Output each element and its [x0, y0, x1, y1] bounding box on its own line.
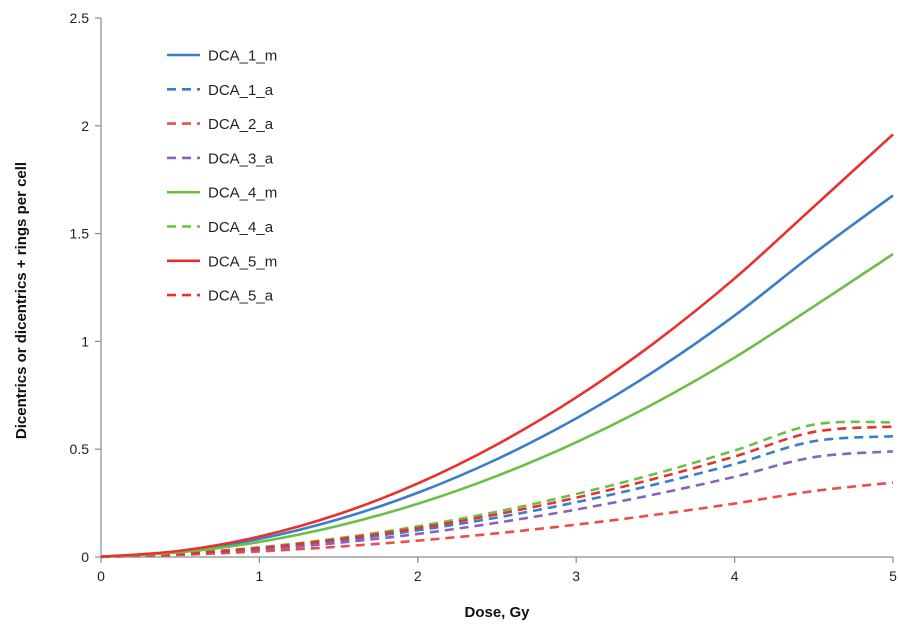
x-tick-label: 5 [889, 568, 897, 584]
legend-label: DCA_2_a [208, 116, 274, 133]
y-axis-title: Dicentrics or dicentrics + rings per cel… [13, 162, 30, 439]
x-tick-label: 3 [572, 568, 580, 584]
series-lines [100, 133, 894, 559]
x-tick-label: 4 [731, 568, 739, 584]
series-line-dca-2-a [100, 481, 894, 559]
y-tick-label: 0 [81, 549, 89, 565]
legend-label: DCA_4_m [208, 185, 277, 202]
series-line-dca-4-a [100, 420, 894, 559]
plot-area: 0 1 2 3 4 5 0 0.5 1 1.5 2 2.5 [70, 10, 898, 584]
y-tick-label: 1 [81, 333, 89, 349]
series-line-dca-3-a [100, 450, 894, 559]
legend: DCA_1_m DCA_1_a DCA_2_a DCA_3_a DCA_4_m DCA_4… [167, 48, 277, 305]
legend-label: DCA_1_m [208, 48, 277, 65]
y-tick-label: 0.5 [70, 441, 90, 457]
series-line-dca-1-m [100, 194, 894, 559]
legend-label: DCA_4_a [208, 219, 274, 236]
x-tick-label: 0 [97, 568, 105, 584]
y-ticks: 0 0.5 1 1.5 2 2.5 [70, 10, 101, 565]
legend-label: DCA_5_a [208, 288, 274, 305]
y-tick-label: 2.5 [70, 10, 90, 26]
series-line-dca-4-m [100, 252, 894, 559]
y-tick-label: 2 [81, 118, 89, 134]
series-line-dca-5-m [100, 133, 894, 559]
x-tick-label: 2 [414, 568, 422, 584]
x-tick-label: 1 [256, 568, 264, 584]
y-tick-label: 1.5 [70, 226, 90, 242]
legend-label: DCA_1_a [208, 82, 274, 99]
legend-label: DCA_5_m [208, 253, 277, 270]
x-axis-title: Dose, Gy [464, 604, 530, 621]
x-ticks: 0 1 2 3 4 5 [97, 557, 897, 584]
legend-label: DCA_3_a [208, 150, 274, 167]
series-line-dca-5-a [100, 425, 894, 559]
